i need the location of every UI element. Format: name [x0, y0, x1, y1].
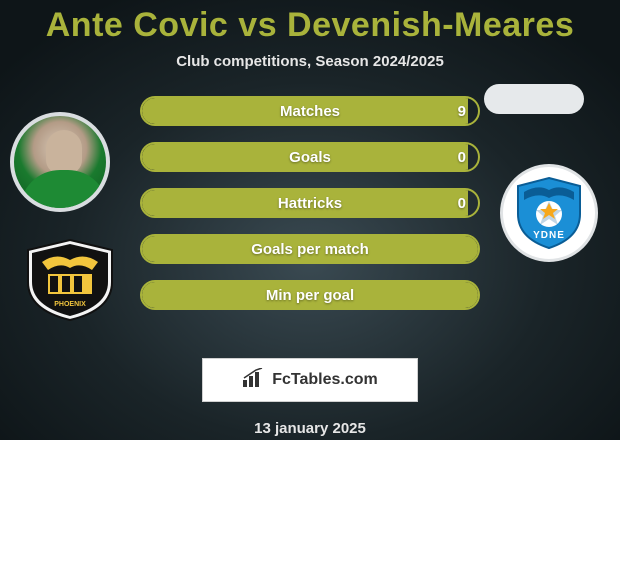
- page-title: Ante Covic vs Devenish-Meares: [0, 6, 620, 45]
- stat-bar-value: 0: [458, 144, 466, 170]
- stat-bar: Goals per match: [140, 234, 480, 264]
- svg-text:YDNE: YDNE: [533, 230, 565, 241]
- comparison-row: PHOENIX YDNE Matches9Goals0Hattricks0Goa…: [0, 102, 620, 342]
- infographic-root: Ante Covic vs Devenish-Meares Club compe…: [0, 0, 620, 580]
- stat-bar-label: Min per goal: [142, 282, 478, 308]
- stat-bar-label: Hattricks: [142, 190, 478, 216]
- player-right-avatar: [484, 84, 584, 114]
- stat-bar-label: Goals per match: [142, 236, 478, 262]
- player-left-avatar: [10, 112, 110, 212]
- svg-text:PHOENIX: PHOENIX: [54, 301, 86, 308]
- stat-bars: Matches9Goals0Hattricks0Goals per matchM…: [140, 96, 480, 326]
- player-right-club-badge: YDNE: [500, 164, 598, 262]
- watermark-text: FcTables.com: [272, 371, 378, 389]
- stat-bar-value: 0: [458, 190, 466, 216]
- stat-bar: Matches9: [140, 96, 480, 126]
- subtitle: Club competitions, Season 2024/2025: [0, 53, 620, 70]
- stat-bar-label: Goals: [142, 144, 478, 170]
- date-label: 13 january 2025: [0, 420, 620, 437]
- stat-bar-label: Matches: [142, 98, 478, 124]
- stat-bar-value: 9: [458, 98, 466, 124]
- stat-bar: Hattricks0: [140, 188, 480, 218]
- stat-bar: Min per goal: [140, 280, 480, 310]
- chart-icon: [242, 368, 266, 393]
- watermark-badge: FcTables.com: [202, 358, 418, 402]
- player-left-club-badge: PHOENIX: [20, 238, 120, 322]
- stat-bar: Goals0: [140, 142, 480, 172]
